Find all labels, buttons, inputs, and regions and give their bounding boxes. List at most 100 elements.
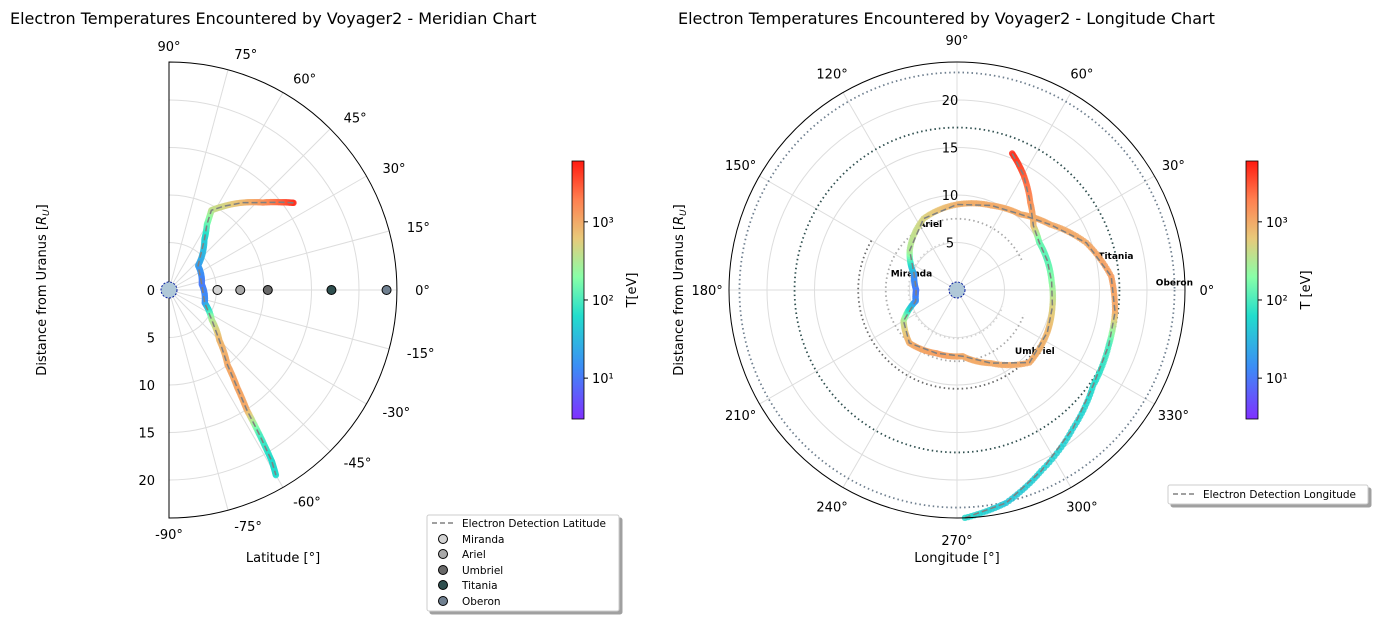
longitude-frame [728, 61, 1186, 519]
legend-ariel-marker [438, 549, 448, 559]
moon-oberon-marker [381, 285, 392, 295]
meridian-xlabel: Latitude [°] [246, 551, 320, 566]
legend-label: Umbriel [462, 565, 503, 577]
r-tick-label: 0 [147, 284, 155, 299]
angular-gridline [168, 230, 390, 291]
theta-tick-label: 75° [234, 48, 257, 63]
longitude-grid [729, 62, 1185, 518]
legend-label: Miranda [462, 534, 504, 546]
moon-umbriel-marker [262, 285, 273, 295]
angular-gridline [168, 289, 229, 511]
colorbar-tick-label: 10³ [592, 216, 614, 231]
moon-titania-orbit [793, 126, 1121, 454]
colorbar-tick-label: 10¹ [1266, 372, 1288, 387]
theta-tick-label: 0° [1199, 284, 1214, 299]
moon-titania-marker [326, 285, 337, 295]
theta-tick-label: 60° [1070, 68, 1093, 83]
angular-gridline [168, 289, 331, 452]
longitude-tick-labels: 0° 30° 60° 90° 120° 150° 180° 210° 240° 270° 300° 3… [691, 34, 1214, 549]
r-tick-label: 15 [138, 427, 155, 442]
moon-miranda-marker [212, 285, 223, 295]
longitude-legend: Electron Detection Longitude [1167, 484, 1369, 505]
legend-miranda-marker [438, 534, 448, 544]
longitude-colorbar [1245, 160, 1259, 420]
theta-tick-label: 330° [1158, 409, 1189, 424]
meridian-tick-labels: -90° -75° -60° -45° -30° -15° 0° 15° 30° 45° 60° 75… [138, 40, 434, 543]
theta-tick-label: 45° [344, 111, 367, 126]
legend-label: Electron Detection Latitude [462, 518, 606, 530]
longitude-ylabel: Distance from Uranus [RU] [672, 204, 689, 375]
theta-tick-label: 300° [1066, 500, 1097, 515]
theta-tick-label: 150° [725, 159, 756, 174]
colorbar-tick-label: 10¹ [592, 372, 614, 387]
r-tick-label: 20 [138, 474, 155, 489]
uranus-marker [948, 281, 966, 299]
meridian-colorbar-ticks: 10¹ 10² 10³ [584, 216, 614, 387]
colorbar-tick-label: 10² [592, 294, 614, 309]
theta-tick-label: 0° [415, 284, 430, 299]
angular-gridline [168, 289, 284, 488]
polar-frame [168, 61, 398, 519]
theta-tick-label: 90° [945, 34, 968, 49]
theta-tick-label: 15° [407, 221, 430, 236]
moon-ariel-label: Ariel [918, 220, 942, 230]
theta-tick-label: 120° [816, 68, 847, 83]
longitude-chart-title: Electron Temperatures Encountered by Voy… [678, 9, 1215, 28]
electron-detection-line [197, 201, 294, 476]
colorbar-tick-label: 10³ [1266, 216, 1288, 231]
legend-label: Ariel [462, 549, 486, 561]
r-tick-label: 15 [942, 142, 959, 157]
angular-gridline [956, 289, 1155, 405]
theta-tick-label: -15° [407, 347, 435, 362]
angular-gridline [956, 92, 1072, 291]
legend-label: Titania [461, 580, 498, 592]
longitude-colorbar-label: T [eV] [1299, 270, 1314, 310]
meridian-trajectory [194, 198, 297, 479]
angular-gridline [842, 92, 958, 291]
moon-oberon-orbit [738, 71, 1176, 509]
theta-tick-label: -60° [293, 495, 321, 510]
moon-miranda-orbit [907, 241, 1004, 340]
angular-gridline [759, 289, 958, 405]
theta-tick-label: 210° [725, 409, 756, 424]
angular-gridline [842, 289, 958, 488]
theta-tick-label: -75° [234, 520, 262, 535]
meridian-frame [160, 61, 398, 519]
longitude-xlabel: Longitude [°] [914, 551, 999, 566]
legend-label: Oberon [462, 596, 501, 608]
meridian-moons [212, 285, 392, 295]
angular-gridline [168, 69, 229, 291]
r-tick-label: 20 [942, 94, 959, 109]
moon-titania-label: Titania [1098, 252, 1133, 262]
theta-tick-label: -30° [382, 406, 410, 421]
theta-tick-label: -45° [344, 457, 372, 472]
theta-tick-label: -90° [155, 528, 183, 543]
meridian-colorbar-label: T[eV] [625, 273, 640, 309]
legend-label: Electron Detection Longitude [1203, 489, 1356, 501]
r-tick-label: 5 [147, 332, 155, 347]
angular-gridline [956, 175, 1155, 291]
theta-tick-label: 270° [941, 534, 972, 549]
legend-oberon-marker [438, 596, 448, 606]
electron-detection-line [902, 153, 1116, 519]
theta-tick-label: 180° [691, 284, 722, 299]
legend-umbriel-marker [438, 565, 448, 575]
meridian-chart-title: Electron Temperatures Encountered by Voy… [10, 9, 536, 28]
theta-tick-label: 60° [293, 73, 316, 88]
r-tick-label: 10 [138, 379, 155, 394]
meridian-ylabel: Distance from Uranus [RU] [35, 204, 52, 375]
angular-gridline [168, 128, 331, 291]
polar-frame [728, 61, 1186, 519]
theta-tick-label: 30° [1162, 159, 1185, 174]
meridian-legend: Electron Detection Latitude Miranda Arie… [426, 514, 620, 612]
theta-tick-label: 30° [382, 162, 405, 177]
r-tick-label: 5 [946, 237, 954, 252]
legend-titania-marker [438, 580, 448, 590]
longitude-colorbar-ticks: 10¹ 10² 10³ [1258, 216, 1288, 387]
angular-gridline [759, 175, 958, 291]
angular-gridline [168, 289, 367, 405]
r-tick-label: 10 [942, 189, 959, 204]
angular-gridline [168, 92, 284, 291]
theta-tick-label: 240° [816, 500, 847, 515]
